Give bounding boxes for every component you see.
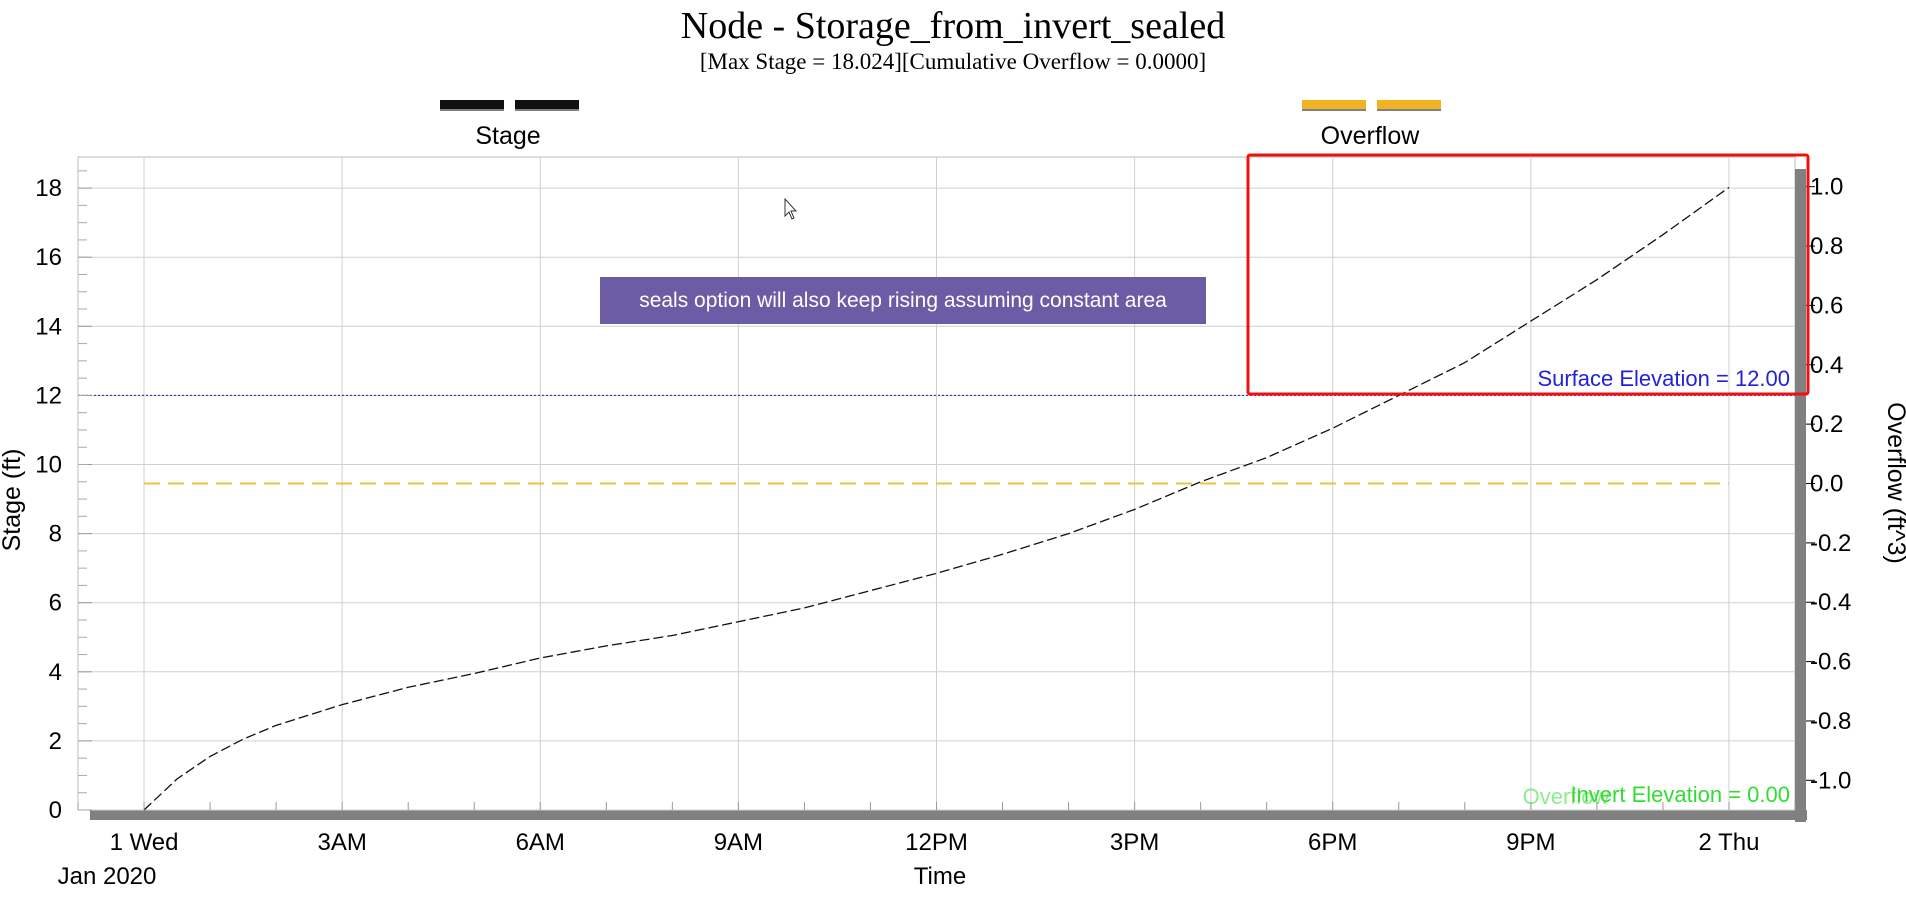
stage-series-line [143,186,1730,811]
x-tick-label: 9AM [714,829,763,856]
y-tick-label: 18 [35,175,62,202]
legend-swatch [515,100,579,109]
legend-swatch [1302,100,1366,109]
chart-title: Node - Storage_from_invert_sealed [681,5,1226,47]
x-tick-label: 12PM [905,829,968,856]
annotation-callout: seals option will also keep rising assum… [600,277,1206,324]
highlight-box [1246,153,1810,396]
y2-tick-label: -0.2 [1810,530,1851,557]
y2-tick-label: 0.2 [1810,411,1843,438]
y2-tick-label: -0.6 [1810,649,1851,676]
y2-tick-label: 0.8 [1810,233,1843,260]
x-tick-label: 3AM [317,829,366,856]
y-tick-label: 16 [35,244,62,271]
invert-overlap-label: Overflow [1523,784,1610,809]
y2-axis-label: Overflow (ft^3) [1882,402,1906,564]
x-axis-label: Time [914,863,966,890]
marks [78,186,1795,811]
x-tick-label: 2 Thu [1698,829,1759,856]
chart-subtitle: [Max Stage = 18.024][Cumulative Overflow… [700,49,1206,74]
y-tick-label: 6 [49,590,62,617]
invert-elevation-label: Invert Elevation = 0.00 [1570,782,1790,807]
legend-label: Overflow [1321,122,1421,150]
surface-elevation-label: Surface Elevation = 12.00 [1537,366,1790,391]
y2-tick-label: 0.4 [1810,352,1843,379]
axes: 1 Wed 3AM 6AM 9AM 12PM 3PM 6PM 9PM 2 Thu 0 2 4 6 8 10 1… [35,170,1851,856]
legend-swatch [440,100,504,109]
y-tick-label: 2 [49,728,62,755]
y2-tick-label: 1.0 [1810,174,1843,201]
legend-swatch [1377,100,1441,109]
x-tick-label: 6AM [516,829,565,856]
y2-tick-label: -0.8 [1810,708,1851,735]
y2-tick-label: 0.0 [1810,471,1843,498]
y-tick-label: 8 [49,521,62,548]
y-tick-label: 14 [35,313,62,340]
y2-tick-label: 0.6 [1810,292,1843,319]
x-tick-label: 3PM [1110,829,1159,856]
y-tick-label: 10 [35,451,62,478]
y-tick-label: 12 [35,382,62,409]
legend: Stage Overflow [440,100,1441,150]
bottom-axis-bar [90,810,1807,820]
y-axis-label: Stage (ft) [0,449,26,552]
x-axis-date-label: Jan 2020 [58,863,157,890]
y2-tick-label: -1.0 [1810,767,1851,794]
y-tick-label: 4 [49,659,62,686]
right-axis-bar [1795,169,1806,822]
x-tick-label: 9PM [1506,829,1555,856]
y-tick-label: 0 [49,797,62,824]
y2-tick-label: -0.4 [1810,589,1851,616]
x-tick-label: 1 Wed [110,829,179,856]
legend-label: Stage [475,122,540,150]
x-tick-label: 6PM [1308,829,1357,856]
mouse-cursor-icon [784,197,798,220]
